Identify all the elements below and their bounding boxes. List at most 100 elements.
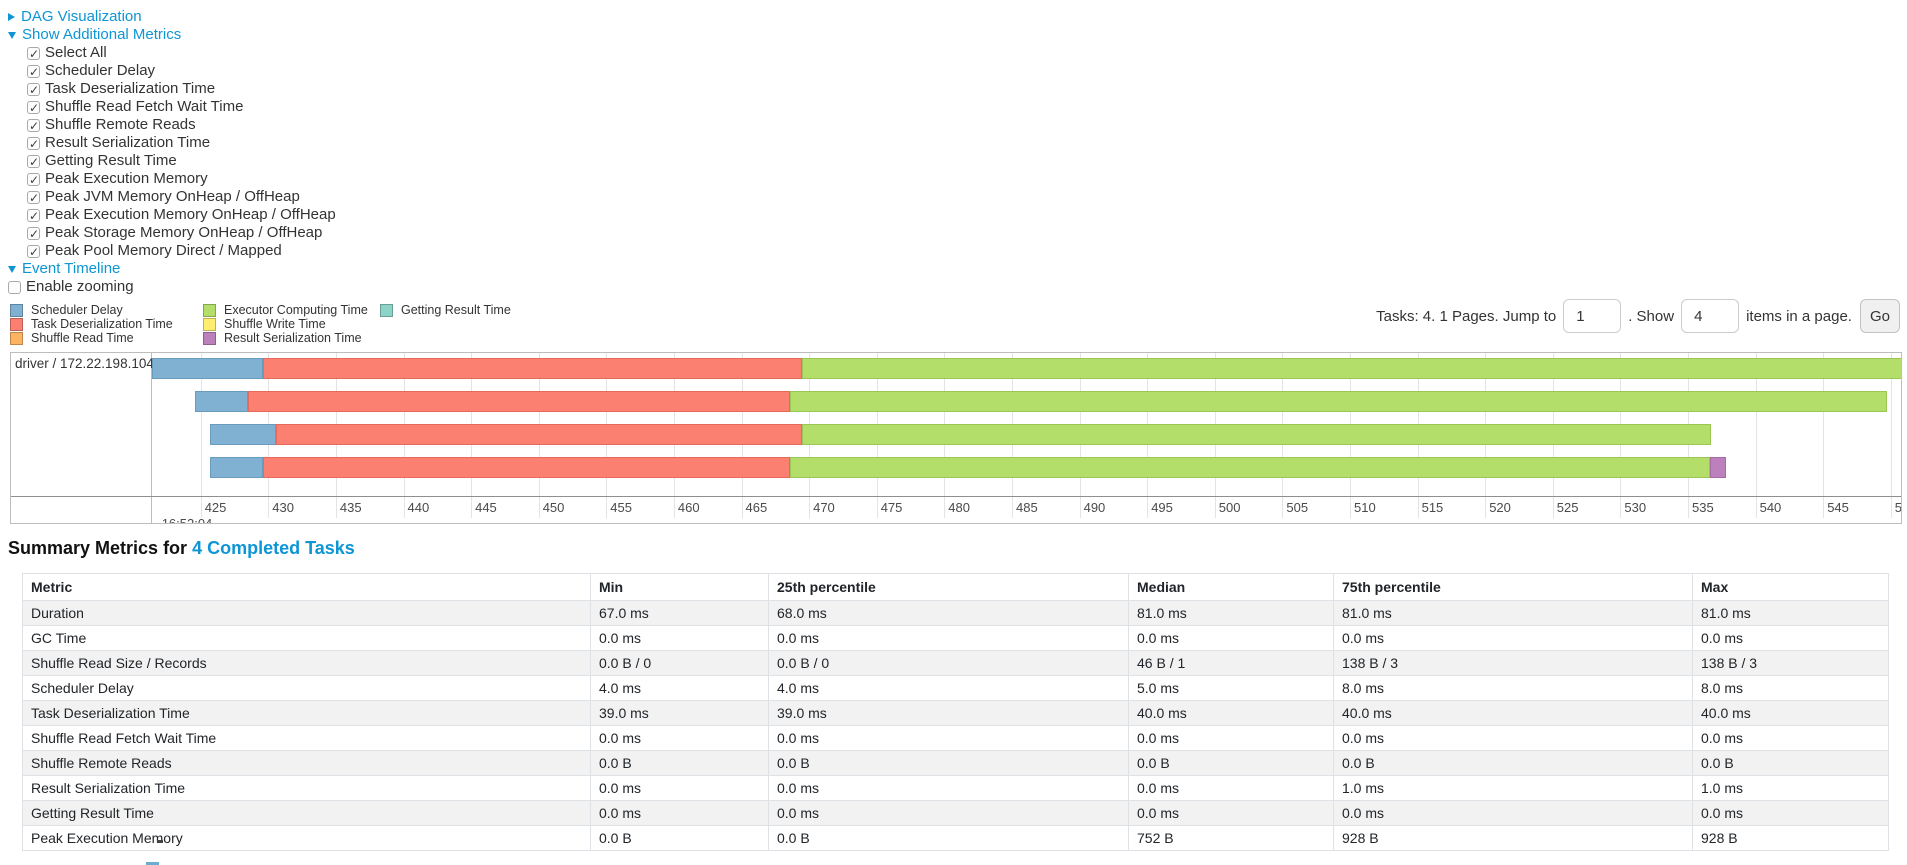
metric-checkbox[interactable]	[27, 117, 40, 135]
table-column-header: Max	[1692, 573, 1889, 601]
metric-checkbox-row[interactable]: Select All	[27, 44, 336, 63]
event-timeline-link[interactable]: Event Timeline	[22, 260, 121, 277]
legend-item-executor_computing: Executor Computing Time	[203, 303, 380, 317]
show-additional-metrics-link[interactable]: Show Additional Metrics	[22, 26, 182, 43]
pagination-summary-text: Tasks: 4. 1 Pages. Jump to	[1376, 307, 1557, 325]
table-cell: 40.0 ms	[1333, 700, 1693, 726]
table-cell: Result Serialization Time	[22, 775, 591, 801]
timeline-bar-segment-executor-computing[interactable]	[790, 391, 1887, 412]
table-header-row: Metric Min 25th percentile Median 75th perce…	[22, 573, 1889, 601]
metric-checkbox-row[interactable]: Peak Storage Memory OnHeap / OffHeap	[27, 224, 336, 243]
timeline-bar-segment-scheduler-delay[interactable]	[152, 358, 263, 379]
time-axis-tick-label: 490	[1083, 500, 1106, 515]
table-row: Shuffle Remote Reads 0.0 B 0.0 B 0.0 B 0.0 B…	[22, 750, 1889, 776]
table-cell: 81.0 ms	[1692, 600, 1889, 626]
metric-checkbox-row[interactable]: Shuffle Read Fetch Wait Time	[27, 98, 336, 117]
timeline-plot-area: 42516:52:04 430 435 440 445 450 455 460 465 470 47…	[152, 353, 1901, 523]
metric-checkbox[interactable]	[27, 153, 40, 171]
table-cell: 0.0 B	[590, 750, 769, 776]
legend-label: Scheduler Delay	[31, 303, 123, 317]
metric-checkbox[interactable]	[27, 243, 40, 261]
metric-checkbox-row[interactable]: Task Deserialization Time	[27, 80, 336, 99]
time-axis-tick-label: 450	[542, 500, 565, 515]
time-axis-tick-label: 505	[1286, 500, 1309, 515]
enable-zooming-checkbox[interactable]	[8, 280, 21, 294]
metric-checkbox-row[interactable]: Peak Execution Memory OnHeap / OffHeap	[27, 206, 336, 225]
dag-visualization-link[interactable]: DAG Visualization	[21, 8, 142, 25]
table-cell: 928 B	[1333, 825, 1693, 851]
items-per-page-input[interactable]	[1681, 299, 1740, 333]
timeline-bar-segment-task-deserialization[interactable]	[248, 391, 791, 412]
table-row: GC Time 0.0 ms 0.0 ms 0.0 ms 0.0 ms 0.0 ms	[22, 625, 1889, 651]
metric-checkbox-row[interactable]: Result Serialization Time	[27, 134, 336, 153]
show-additional-metrics-toggle[interactable]: Show Additional Metrics	[8, 26, 336, 44]
metric-checkbox-row[interactable]: Shuffle Remote Reads	[27, 116, 336, 135]
timeline-bar-segment-task-deserialization[interactable]	[276, 424, 803, 445]
metric-checkbox-row[interactable]: Scheduler Delay	[27, 62, 336, 81]
table-cell: 0.0 ms	[1692, 725, 1889, 751]
metric-checkbox-row[interactable]: Peak JVM Memory OnHeap / OffHeap	[27, 188, 336, 207]
metric-checkbox[interactable]	[27, 45, 40, 63]
metric-checkbox[interactable]	[27, 171, 40, 189]
table-cell: Shuffle Read Size / Records	[22, 650, 591, 676]
table-cell: 0.0 B	[768, 825, 1129, 851]
table-cell: 0.0 ms	[768, 625, 1129, 651]
timeline-bar-segment-task-deserialization[interactable]	[262, 457, 791, 478]
executor-label: driver / 172.22.198.104	[15, 356, 154, 371]
metric-checkbox[interactable]	[27, 81, 40, 99]
metric-checkbox[interactable]	[27, 135, 40, 153]
table-cell: 0.0 ms	[1128, 800, 1334, 826]
timeline-bar-segment-result-serialization[interactable]	[1709, 457, 1726, 478]
timeline-bar-segment-task-deserialization[interactable]	[262, 358, 803, 379]
timeline-bar-segment-scheduler-delay[interactable]	[210, 424, 277, 445]
table-cell: 39.0 ms	[768, 700, 1129, 726]
time-axis-tick-label: 535	[1692, 500, 1714, 515]
table-cell: 40.0 ms	[1692, 700, 1889, 726]
legend-column: Executor Computing Time Shuffle Write Tim…	[203, 303, 380, 345]
table-cell: 0.0 ms	[1692, 625, 1889, 651]
table-cell: 1.0 ms	[1692, 775, 1889, 801]
metric-checkbox[interactable]	[27, 99, 40, 117]
metric-checkbox-row[interactable]: Getting Result Time	[27, 152, 336, 171]
metric-checkbox-label: Result Serialization Time	[45, 134, 211, 151]
metric-checkbox[interactable]	[27, 189, 40, 207]
expanded-arrow-icon	[8, 31, 16, 39]
metric-checkbox[interactable]	[27, 63, 40, 81]
table-cell: 1.0 ms	[1333, 775, 1693, 801]
jump-to-page-input[interactable]	[1563, 299, 1622, 333]
stage-page-controls: DAG Visualization Show Additional Metric…	[8, 8, 336, 296]
go-button[interactable]: Go	[1859, 299, 1900, 333]
table-cell: 0.0 ms	[1333, 625, 1693, 651]
table-cell: 46 B / 1	[1128, 650, 1334, 676]
timeline-bar-segment-scheduler-delay[interactable]	[195, 391, 248, 412]
gridline	[1823, 353, 1825, 518]
timeline-bar-segment-executor-computing[interactable]	[802, 358, 1901, 379]
timeline-bar-segment-executor-computing[interactable]	[790, 457, 1710, 478]
legend-item-result_serialization: Result Serialization Time	[203, 331, 380, 345]
dag-visualization-toggle[interactable]: DAG Visualization	[8, 8, 336, 26]
legend-swatch-icon	[203, 317, 216, 331]
table-row: Duration 67.0 ms 68.0 ms 81.0 ms 81.0 ms 81.0…	[22, 600, 1889, 626]
time-axis-tick-label: 540	[1759, 500, 1782, 515]
legend-item-task_deserialization: Task Deserialization Time	[10, 317, 203, 331]
timeline-bar-segment-executor-computing[interactable]	[802, 424, 1711, 445]
summary-metrics-heading: Summary Metrics for 4 Completed Tasks	[8, 538, 355, 559]
timeline-bar-segment-scheduler-delay[interactable]	[210, 457, 263, 478]
completed-tasks-link[interactable]: 4 Completed Tasks	[192, 538, 355, 558]
enable-zooming-row[interactable]: Enable zooming	[8, 278, 336, 296]
metric-checkbox-row[interactable]: Peak Execution Memory	[27, 170, 336, 189]
metric-checkbox[interactable]	[27, 207, 40, 225]
table-cell: Scheduler Delay	[22, 675, 591, 701]
table-cell: 138 B / 3	[1333, 650, 1693, 676]
legend-swatch-icon	[10, 303, 23, 317]
enable-zooming-label: Enable zooming	[26, 278, 134, 295]
table-row: Task Deserialization Time 39.0 ms 39.0 ms 4…	[22, 700, 1889, 726]
event-timeline-toggle[interactable]: Event Timeline	[8, 260, 336, 278]
metric-checkbox-row[interactable]: Peak Pool Memory Direct / Mapped	[27, 242, 336, 261]
metric-checkbox[interactable]	[27, 225, 40, 243]
table-cell: 5.0 ms	[1128, 675, 1334, 701]
legend-swatch-icon	[203, 303, 216, 317]
table-cell: 0.0 ms	[768, 775, 1129, 801]
metric-checkbox-label: Shuffle Read Fetch Wait Time	[45, 98, 244, 115]
